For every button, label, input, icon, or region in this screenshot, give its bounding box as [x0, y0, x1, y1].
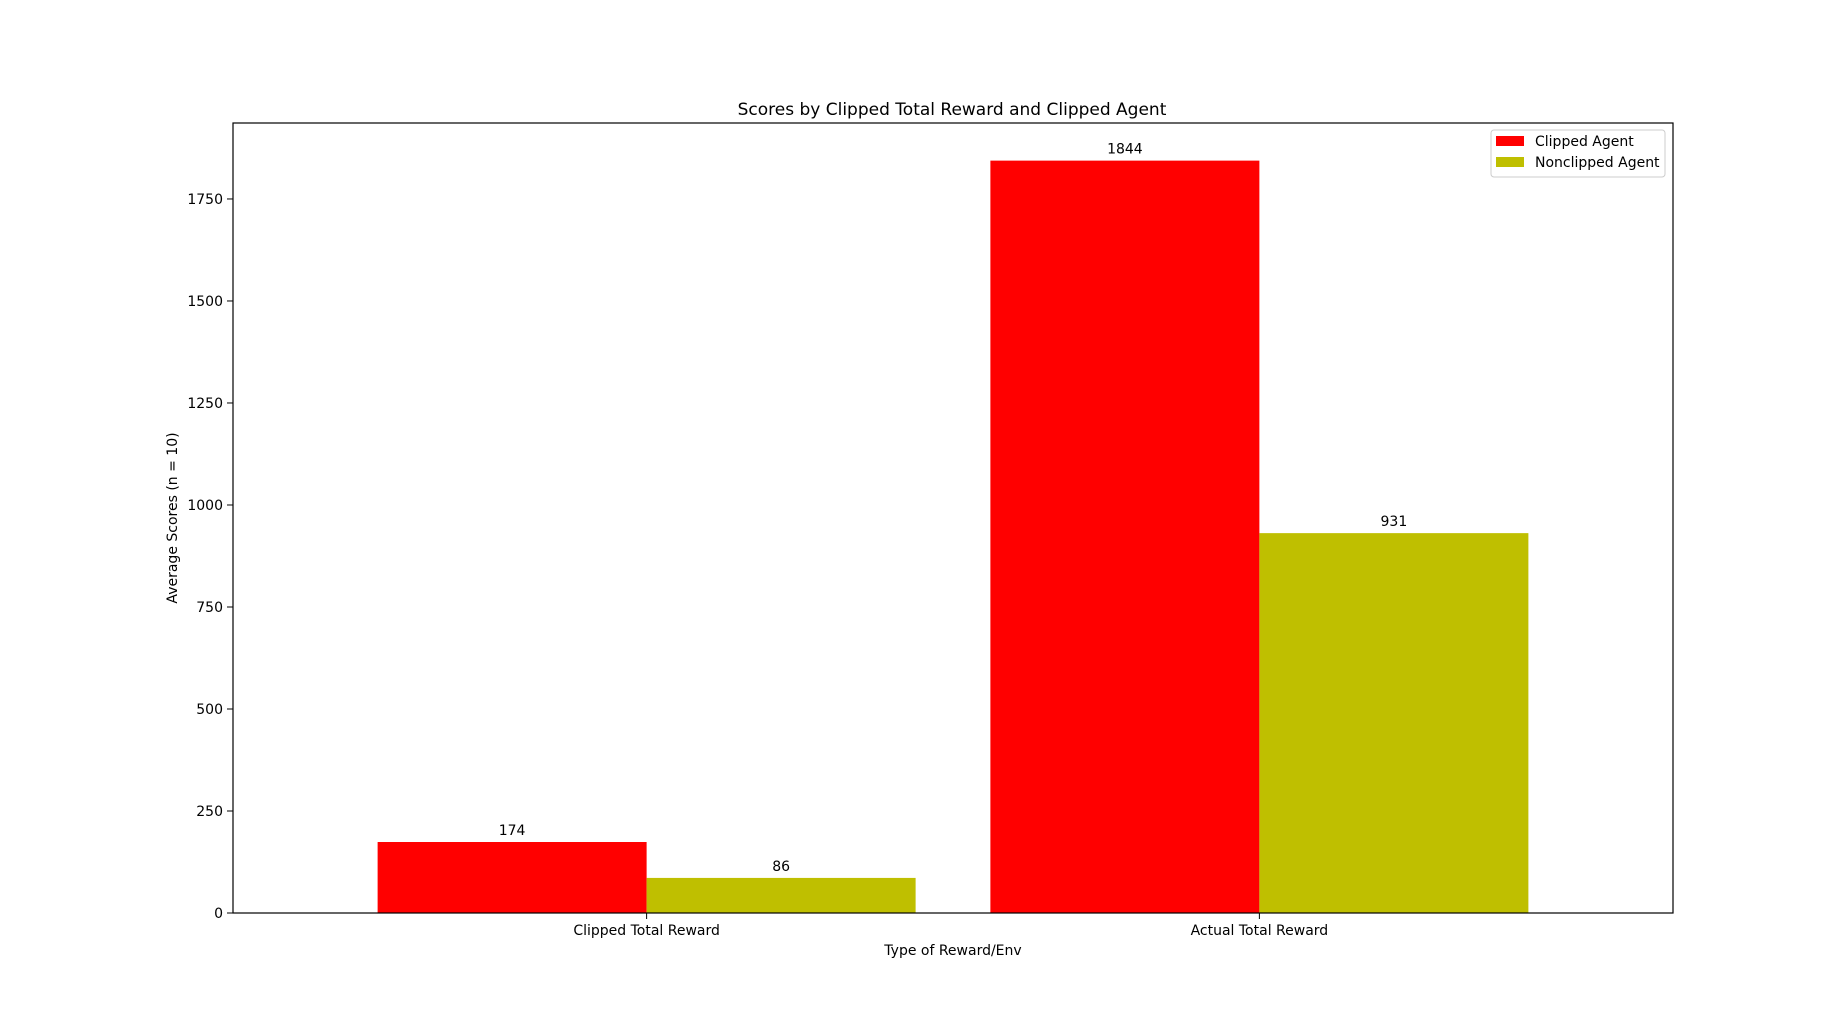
legend-label-nonclipped-agent: Nonclipped Agent — [1535, 155, 1660, 171]
bar-clipped-agent-actual-total-reward — [990, 160, 1260, 914]
x-tick-label-clipped-total-reward: Clipped Total Reward — [573, 923, 720, 939]
legend-frame — [1490, 129, 1666, 178]
legend-label-clipped-agent: Clipped Agent — [1535, 134, 1634, 150]
y-axis-ticks: 0 250 500 750 1000 1250 1500 1750 — [187, 192, 233, 922]
bar-clipped-agent-clipped-total-reward — [377, 842, 647, 913]
legend: Clipped Agent Nonclipped Agent — [1490, 129, 1666, 178]
y-tick-label: 1000 — [187, 498, 223, 514]
bar-nonclipped-agent-clipped-total-reward — [646, 877, 916, 913]
bar-value-label: 86 — [772, 859, 790, 875]
y-tick-label: 0 — [214, 906, 223, 922]
x-axis-ticks: Clipped Total Reward Actual Total Reward — [573, 913, 1328, 939]
x-tick-label-actual-total-reward: Actual Total Reward — [1191, 923, 1329, 939]
bar-labels-group: 174 1844 86 931 — [499, 142, 1408, 875]
chart-title: Scores by Clipped Total Reward and Clipp… — [738, 100, 1167, 120]
y-axis-title: Average Scores (n = 10) — [165, 432, 181, 603]
bars-group — [377, 160, 1529, 914]
legend-swatch-nonclipped-agent — [1496, 157, 1524, 167]
x-axis-title: Type of Reward/Env — [883, 943, 1021, 959]
y-tick-label: 750 — [196, 600, 223, 616]
legend-swatch-clipped-agent — [1496, 136, 1524, 146]
y-tick-label: 250 — [196, 804, 223, 820]
bar-value-label: 1844 — [1107, 142, 1143, 158]
y-tick-label: 1750 — [187, 192, 223, 208]
bar-value-label: 931 — [1381, 514, 1408, 530]
bar-nonclipped-agent-actual-total-reward — [1259, 533, 1529, 913]
bar-value-label: 174 — [499, 823, 526, 839]
y-tick-label: 1500 — [187, 294, 223, 310]
y-tick-label: 1250 — [187, 396, 223, 412]
plot-frame — [232, 122, 1674, 914]
y-tick-label: 500 — [196, 702, 223, 718]
